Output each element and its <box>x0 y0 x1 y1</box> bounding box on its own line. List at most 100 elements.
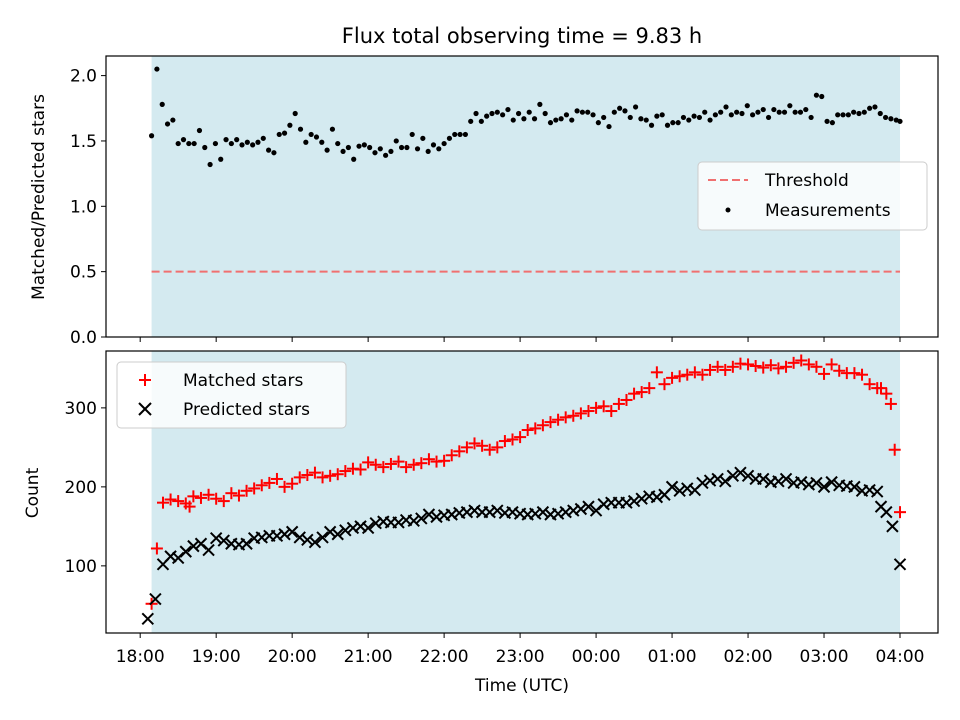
measurement-point <box>191 140 197 147</box>
matched-star-point <box>605 405 618 418</box>
predicted-star-x-b <box>741 469 755 483</box>
predicted-star-point <box>757 472 770 486</box>
y-tick-label: 100 <box>65 557 97 577</box>
predicted-star-x-b <box>179 545 192 558</box>
measurement-point <box>170 117 176 123</box>
matched-star-point <box>491 441 504 454</box>
matched-star-point <box>848 367 861 380</box>
measurement-point <box>680 114 687 121</box>
predicted-star-point <box>422 508 436 521</box>
x-tick-label: 21:00 <box>344 647 393 667</box>
measurement-point <box>446 135 453 141</box>
predicted-star-x-b <box>848 480 861 494</box>
matched-stars-legend-label: Matched stars <box>183 371 303 391</box>
x-tick-label: 03:00 <box>800 647 849 667</box>
matched-star-point <box>270 472 283 485</box>
predicted-star-x-b <box>825 475 838 489</box>
measurement-point <box>627 114 633 121</box>
measurement-point <box>776 109 782 115</box>
x-tick-label: 20:00 <box>268 647 317 667</box>
measurement-point <box>670 120 676 126</box>
matched-star-point <box>331 468 344 481</box>
matched-star-point <box>825 358 838 371</box>
predicted-star-x-b <box>810 476 823 490</box>
measurement-point <box>500 112 506 118</box>
matched-star-point <box>780 360 793 373</box>
matched-star-point <box>255 479 268 492</box>
measurement-point <box>287 122 293 128</box>
measurement-point <box>404 144 410 151</box>
matched-star-point <box>400 461 413 474</box>
measurement-point <box>276 131 282 138</box>
predicted-star-point <box>582 500 595 513</box>
matched-star-point <box>316 471 329 484</box>
predicted-star-x-b <box>719 475 732 488</box>
x-tick-label: 01:00 <box>648 647 697 667</box>
matched-star-point <box>521 423 534 436</box>
matched-star-point <box>749 360 762 373</box>
measurement-point <box>750 112 756 118</box>
measurement-point <box>643 117 649 123</box>
matched-star-point <box>468 437 481 450</box>
measurement-point <box>813 92 820 98</box>
predicted-star-point <box>536 505 550 519</box>
matched-star-point <box>688 366 701 379</box>
x-tick-label: 19:00 <box>192 647 241 667</box>
predicted-star-x-b <box>202 543 215 557</box>
matched-star-point <box>726 360 739 373</box>
predicted-star-x-b <box>574 502 588 516</box>
predicted-star-x-b <box>635 492 648 505</box>
measurement-point <box>324 147 330 153</box>
bottom-panel-frame <box>105 350 939 634</box>
measurement-point <box>728 112 734 118</box>
measurement-point <box>590 112 596 118</box>
matched-star-point <box>225 487 238 500</box>
matched-star-point <box>150 542 163 555</box>
x-tick-label: 02:00 <box>724 647 773 667</box>
measurement-point <box>569 117 575 123</box>
matched-star-point <box>884 397 897 410</box>
measurement-point <box>250 142 256 148</box>
bottom-x-axis: 18:00 19:00 20:00 21:00 22:00 23:00 00:00 01:00… <box>116 633 925 667</box>
predicted-star-x-b <box>361 521 375 535</box>
measurement-point <box>202 144 208 151</box>
predicted-star-x-b <box>407 514 420 528</box>
measurement-point <box>723 104 729 110</box>
predicted-star-x-b <box>460 505 474 519</box>
predicted-star-x-b <box>483 505 496 519</box>
matched-star-point <box>438 454 451 467</box>
predicted-star-point <box>810 476 823 490</box>
measurement-point <box>691 113 697 119</box>
measurement-point <box>787 103 793 109</box>
measurement-point <box>515 110 522 117</box>
measurement-point <box>308 131 314 138</box>
measurement-point <box>473 110 479 117</box>
measurement-point <box>180 137 187 143</box>
matched-star-point <box>764 359 777 372</box>
measurement-point <box>457 131 463 138</box>
matched-star-point <box>544 416 557 429</box>
matched-star-point <box>308 466 321 479</box>
matched-star-point <box>232 489 245 502</box>
matched-star-point <box>810 360 823 373</box>
measurement-point <box>888 116 894 122</box>
measurement-point <box>531 116 538 122</box>
measurement-point <box>824 118 830 124</box>
measurements-legend-marker <box>725 207 731 213</box>
measurement-point <box>239 142 245 148</box>
predicted-star-x-b <box>567 504 580 517</box>
measurement-point <box>702 109 708 115</box>
matched-star-point <box>552 413 565 426</box>
measurement-point <box>319 139 325 145</box>
predicted-star-x-b <box>880 505 893 519</box>
matched-star-point <box>278 480 291 493</box>
predicted-star-x-b <box>491 504 504 517</box>
top-panel-frame <box>105 55 939 338</box>
y-tick-label: 1.5 <box>70 132 97 152</box>
threshold-legend-label: Threshold <box>764 171 849 191</box>
predicted-star-point <box>635 492 648 505</box>
matched-star-point <box>202 488 215 501</box>
measurement-point <box>867 105 873 111</box>
measurement-point <box>686 117 692 123</box>
measurement-point <box>526 109 532 115</box>
